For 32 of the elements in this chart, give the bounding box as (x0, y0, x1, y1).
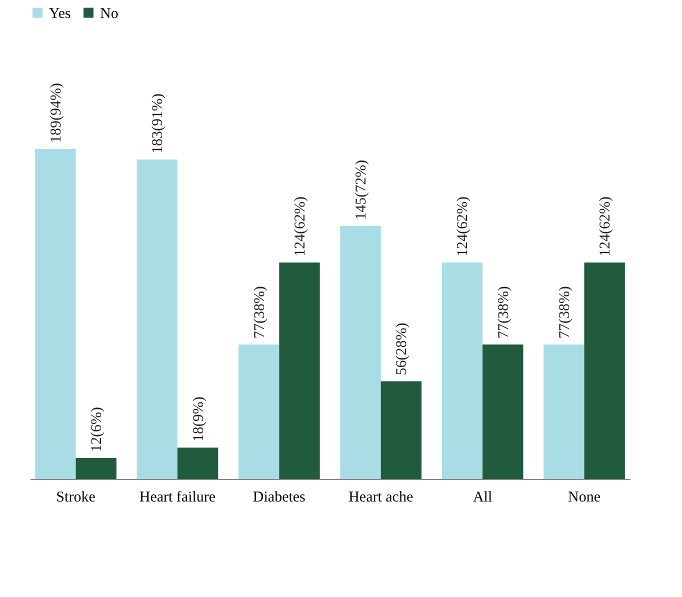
x-tick-label: None (568, 490, 601, 506)
x-tick-label: All (472, 490, 492, 506)
data-label: 124(62%) (455, 196, 472, 256)
bar (442, 262, 483, 479)
bar (76, 458, 116, 479)
bar (238, 344, 280, 479)
data-label: 183(91%) (150, 93, 166, 154)
data-label: 56(28%) (394, 322, 410, 376)
legend-label: Yes (49, 6, 71, 22)
data-label: 77(38%) (252, 286, 268, 339)
data-label: 189(94%) (48, 83, 64, 143)
bar (584, 262, 625, 479)
bar (380, 381, 422, 479)
bar (136, 159, 178, 479)
bar (177, 448, 218, 479)
x-tick-label: Heart failure (139, 490, 216, 506)
x-tick-label: Stroke (56, 490, 96, 506)
data-label: 124(62%) (292, 196, 308, 256)
bar (482, 344, 524, 479)
data-label: 12(6%) (89, 407, 106, 452)
x-tick-label: Heart ache (348, 490, 414, 506)
data-label: 124(62%) (598, 196, 614, 256)
data-label: 145(72%) (354, 160, 370, 220)
bar (279, 262, 320, 479)
data-label: 77(38%) (556, 286, 573, 339)
x-tick-label: Diabetes (252, 490, 306, 506)
legend-label: No (100, 6, 118, 22)
bar (340, 226, 381, 479)
data-label: 77(38%) (496, 286, 512, 339)
bar (35, 149, 76, 479)
bar (544, 344, 584, 479)
data-label: 18(9%) (190, 396, 207, 442)
